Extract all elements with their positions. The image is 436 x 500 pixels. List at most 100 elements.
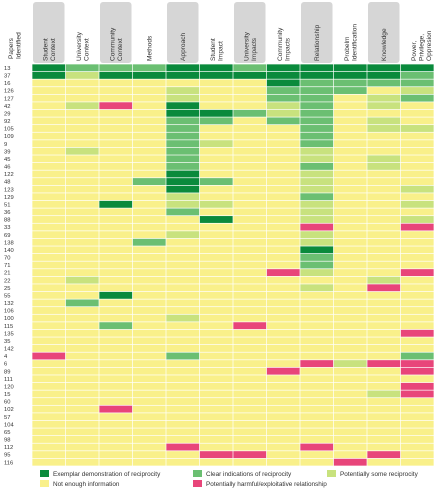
heatmap-cell [233,344,267,352]
heatmap-cell [367,352,401,360]
heatmap-cell [166,147,200,155]
heatmap-cell [32,390,66,398]
heatmap-cell [300,147,334,155]
heatmap-cell [300,200,334,208]
heatmap-cell [300,117,334,125]
heatmap-cell [132,102,166,110]
heatmap-cell [65,216,99,223]
heatmap-cell [65,360,99,368]
heatmap-cell [99,216,133,223]
heatmap-cell [99,64,133,72]
heatmap-cell [367,420,401,428]
heatmap-cell [367,405,401,413]
heatmap-cell [65,223,99,231]
heatmap-cell [65,367,99,375]
heatmap-cell [400,398,434,405]
heatmap-cell [199,117,233,125]
heatmap-cell [400,94,434,102]
heatmap-cell [333,238,367,246]
heatmap-cell [233,102,267,110]
row-label: 138 [4,240,14,246]
heatmap-cell [65,375,99,383]
heatmap-cell [367,291,401,299]
heatmap-cell [367,79,401,87]
heatmap-cell [333,246,367,254]
heatmap-cell [333,71,367,79]
heatmap-cell [166,193,200,201]
rows-axis-label: Papers Identified [8,32,23,59]
heatmap-cell [333,132,367,140]
heatmap-cell [333,428,367,436]
heatmap-cell [333,307,367,314]
heatmap-cell [32,322,66,330]
heatmap-cell [333,322,367,330]
heatmap-cell [300,193,334,201]
heatmap-cell [300,329,334,337]
heatmap-cell [199,147,233,155]
heatmap-cell [99,458,133,466]
column-label: UniversityImpacts [243,31,258,61]
heatmap-cell [233,132,267,140]
heatmap-cell [132,420,166,428]
heatmap-cell [266,246,300,254]
heatmap-cell [266,344,300,352]
heatmap-cell [333,170,367,178]
heatmap-cell [132,117,166,125]
heatmap-cell [99,405,133,413]
row-label: 71 [4,263,10,269]
heatmap-cell [233,193,267,201]
heatmap-cell [99,428,133,436]
heatmap-cell [166,299,200,307]
heatmap-cell [233,443,267,451]
heatmap-cell [199,238,233,246]
heatmap-cell [132,216,166,223]
heatmap-cell [233,125,267,132]
legend-label: Potentially some reciprocity [340,471,419,478]
heatmap-cell [99,443,133,451]
heatmap-cell [266,79,300,87]
heatmap-cell [99,223,133,231]
heatmap-cell [99,208,133,216]
legend-label: Potentially harmful/exploitative relatio… [206,481,327,488]
heatmap-cell [99,398,133,405]
heatmap-cell [400,382,434,390]
heatmap-cell [266,291,300,299]
row-label: 115 [4,324,13,330]
heatmap-cell [132,382,166,390]
heatmap-cell [32,375,66,383]
heatmap-cell [99,102,133,110]
heatmap-cell [300,162,334,170]
heatmap-cell [65,117,99,125]
heatmap-cell [32,185,66,193]
heatmap-cell [99,375,133,383]
heatmap-cell [65,276,99,284]
heatmap-cell [266,140,300,148]
heatmap-cell [233,420,267,428]
heatmap-cell [400,155,434,163]
heatmap-cell [400,185,434,193]
heatmap-cell [32,307,66,314]
heatmap-cell [65,185,99,193]
heatmap-cell [333,208,367,216]
heatmap-cell [32,125,66,132]
heatmap-cell [99,147,133,155]
heatmap-cell [99,269,133,277]
heatmap-cell [166,87,200,94]
heatmap-cell [166,162,200,170]
heatmap-cell [367,216,401,223]
heatmap-cell [132,71,166,79]
heatmap-cell [400,238,434,246]
heatmap-cell [233,117,267,125]
heatmap-cell [233,79,267,87]
heatmap-cell [333,329,367,337]
heatmap-cell [367,261,401,269]
heatmap-cell [199,291,233,299]
heatmap-cell [233,140,267,148]
heatmap-cell [32,451,66,459]
heatmap-cell [233,307,267,314]
heatmap-cell [367,208,401,216]
row-label: 13 [4,66,10,72]
heatmap-cell [32,276,66,284]
heatmap-cell [132,200,166,208]
heatmap-cell [300,87,334,94]
